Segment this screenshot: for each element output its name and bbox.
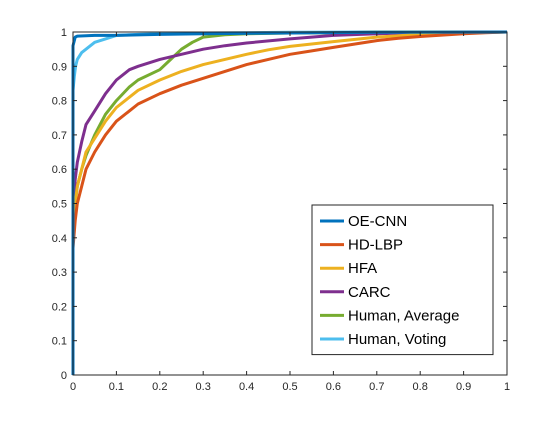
x-tick-label: 0.2 — [152, 381, 167, 393]
x-tick-label: 1 — [504, 381, 510, 393]
x-tick-label: 0.9 — [456, 381, 471, 393]
y-tick-label: 0.6 — [52, 164, 67, 176]
legend-box — [311, 204, 494, 356]
y-tick-label: 0.3 — [52, 267, 67, 279]
y-tick-label: 0.5 — [52, 199, 67, 211]
y-tick-label: 0.9 — [52, 61, 67, 73]
series-line-1 — [71, 30, 508, 249]
x-tick-label: 0.7 — [369, 381, 384, 393]
legend-label: HFA — [348, 260, 377, 277]
y-tick-label: 0.2 — [52, 301, 67, 313]
tick-layer: 0 0.1 0.2 0.3 0.4 0.5 0.6 0.7 0.8 0.9 1 0 0.1 0.2 0.3 0… — [52, 27, 510, 393]
series-line-2 — [71, 30, 508, 221]
legend: OE-CNN HD-LBP HFA CARC Human, Average Human, … — [311, 204, 494, 356]
x-tick-label: 0.6 — [326, 381, 341, 393]
y-tick-label: 0.8 — [52, 96, 67, 108]
legend-label: CARC — [348, 284, 391, 301]
y-tick-label: 0.1 — [52, 336, 67, 348]
x-tick-label: 0.4 — [239, 381, 254, 393]
y-tick-label: 0.7 — [52, 130, 67, 142]
y-tick-label: 0.4 — [52, 233, 67, 245]
y-tick-label: 0 — [61, 370, 67, 382]
y-tick-label: 1 — [61, 27, 67, 39]
legend-label: OE-CNN — [348, 213, 407, 230]
series-line-3 — [71, 30, 508, 211]
legend-label: Human, Voting — [348, 331, 446, 348]
legend-label: HD-LBP — [348, 237, 403, 254]
x-tick-label: 0.5 — [282, 381, 297, 393]
x-tick-label: 0 — [70, 381, 76, 393]
x-tick-label: 0.1 — [109, 381, 124, 393]
x-tick-label: 0.8 — [413, 381, 428, 393]
x-tick-label: 0.3 — [196, 381, 211, 393]
legend-label: Human, Average — [348, 307, 459, 324]
